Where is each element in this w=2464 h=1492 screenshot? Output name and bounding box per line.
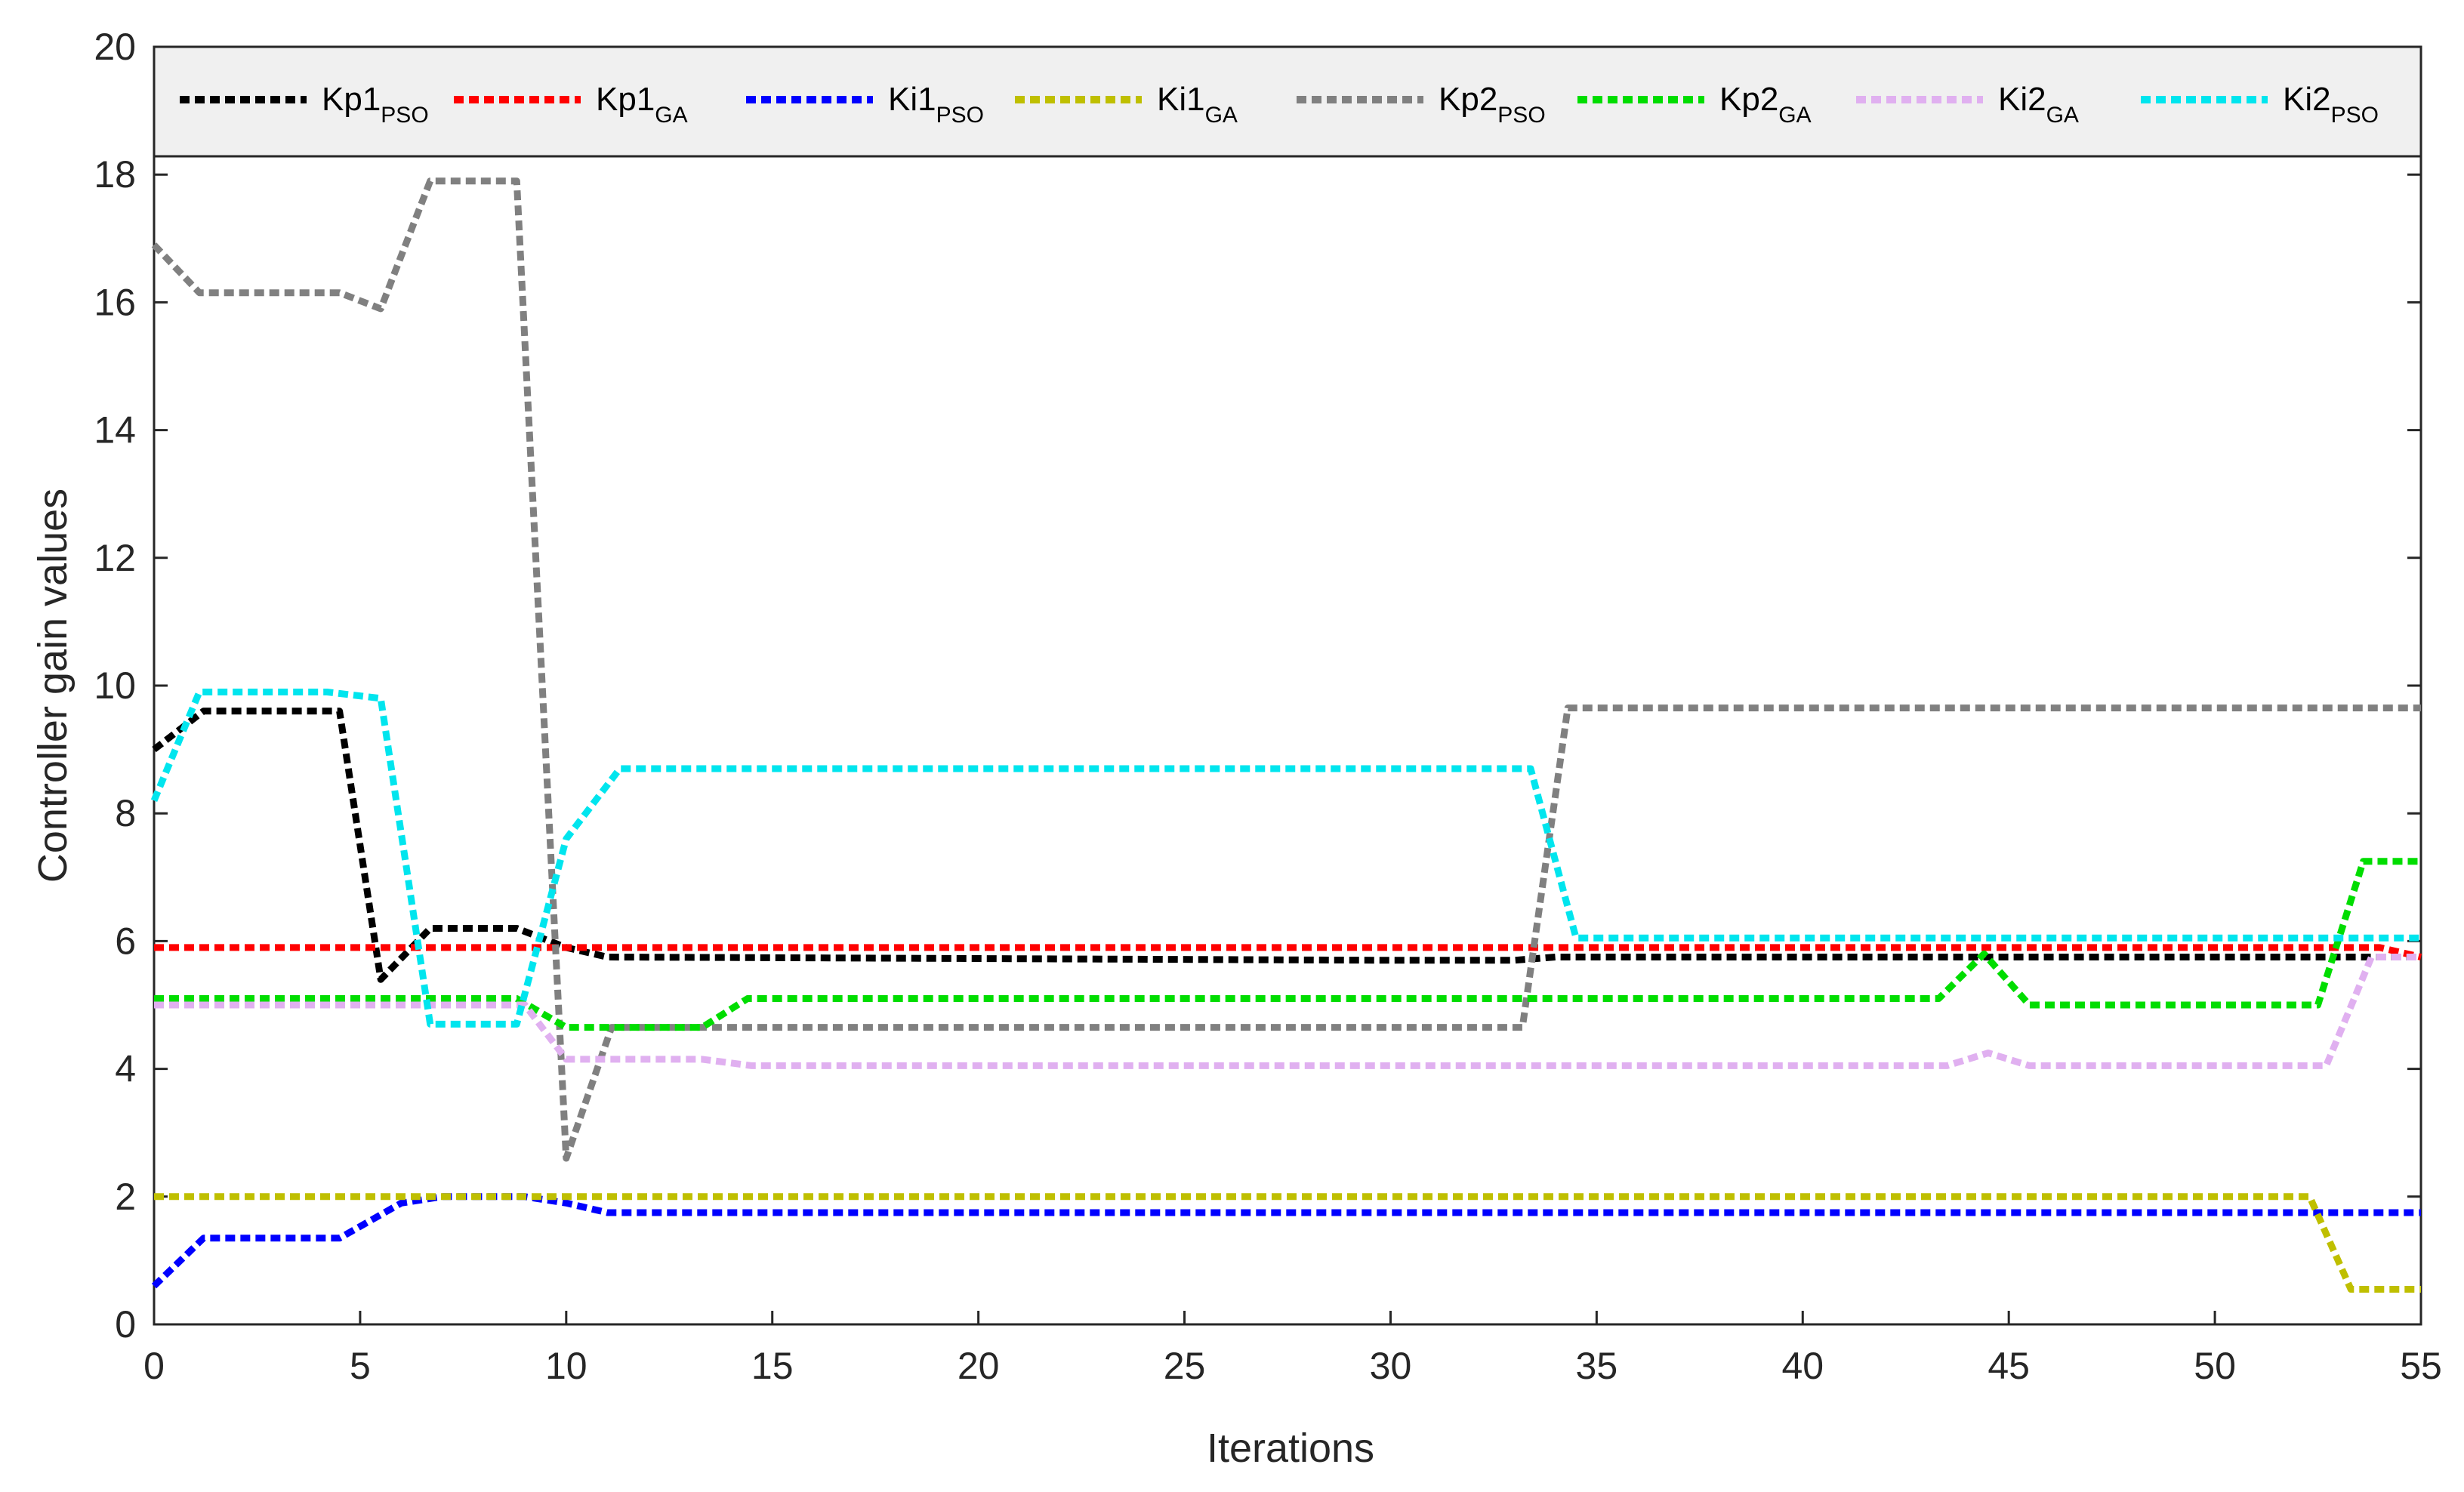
y-tick-label: 6 — [115, 920, 136, 962]
x-tick-label: 0 — [143, 1345, 165, 1387]
y-tick-label: 4 — [115, 1048, 136, 1090]
x-tick-label: 50 — [2194, 1345, 2236, 1387]
y-axis-title: Controller gain values — [30, 489, 76, 883]
x-tick-label: 10 — [545, 1345, 587, 1387]
y-tick-label: 16 — [94, 281, 136, 323]
series-line-ki2-ga — [154, 954, 2421, 1069]
legend-label-subscript: PSO — [1497, 103, 1545, 128]
y-tick-label: 18 — [94, 153, 136, 196]
y-tick-label: 10 — [94, 664, 136, 707]
x-tick-label: 25 — [1164, 1345, 1206, 1387]
y-tick-label: 2 — [115, 1176, 136, 1218]
y-tick-label: 8 — [115, 792, 136, 834]
legend-label-subscript: GA — [2046, 103, 2079, 128]
x-tick-label: 55 — [2400, 1345, 2442, 1387]
x-tick-label: 15 — [751, 1345, 794, 1387]
legend: Kp1PSO Kp1GA Ki1PSO Ki1GA Kp2PSO Kp2GA Ki2GA Ki… — [153, 45, 2422, 158]
series-line-kp2-ga — [154, 858, 2421, 1031]
legend-box — [153, 45, 2422, 158]
legend-label-subscript: GA — [1205, 103, 1238, 128]
y-tick-label: 20 — [94, 26, 136, 68]
x-tick-label: 20 — [958, 1345, 1000, 1387]
x-tick-label: 35 — [1576, 1345, 1618, 1387]
y-tick-label: 12 — [94, 537, 136, 579]
legend-label-subscript: PSO — [2331, 103, 2379, 128]
series-line-ki1-ga — [154, 1193, 2421, 1293]
legend-label-subscript: PSO — [936, 103, 984, 128]
y-tick-label: 0 — [115, 1303, 136, 1346]
legend-label-subscript: GA — [1778, 103, 1811, 128]
x-tick-label: 40 — [1781, 1345, 1824, 1387]
plot-area: 0 5 10 15 20 25 30 35 40 45 50 55 0 2 4 6 8 10 12 14 16 18 20 — [94, 26, 2441, 1387]
y-tick-label: 14 — [94, 409, 136, 452]
x-tick-label: 5 — [350, 1345, 371, 1387]
series-line-kp2-pso — [151, 177, 2421, 1162]
series-line-ki2-pso — [150, 689, 2421, 1028]
x-axis-title: Iterations — [1207, 1426, 1374, 1471]
x-tick-label: 30 — [1370, 1345, 1412, 1387]
x-tick-label: 45 — [1988, 1345, 2030, 1387]
axes-frame — [153, 45, 2422, 1326]
legend-label-subscript: PSO — [381, 103, 428, 128]
legend-label-subscript: GA — [655, 103, 687, 128]
